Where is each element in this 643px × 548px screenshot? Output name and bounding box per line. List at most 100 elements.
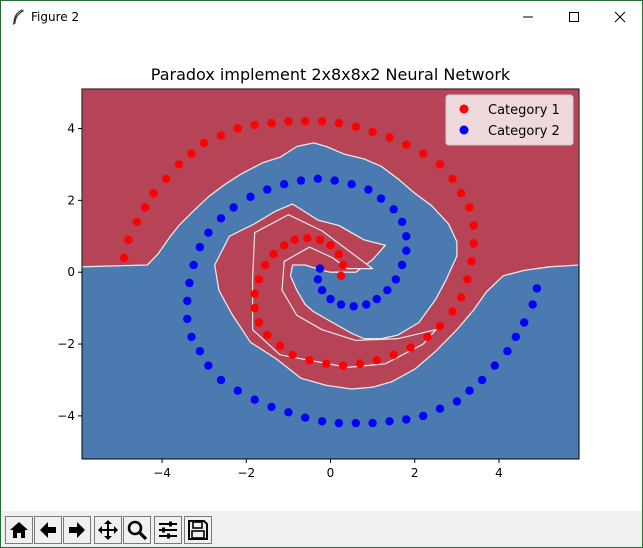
data-point <box>402 415 411 424</box>
x-tick-label: 2 <box>411 466 419 480</box>
data-point <box>284 408 293 417</box>
data-point <box>119 253 129 262</box>
configure-subplots-button[interactable] <box>154 516 182 544</box>
data-point <box>326 294 335 304</box>
data-point <box>334 418 344 428</box>
data-point <box>330 176 339 185</box>
forward-arrow-icon <box>69 522 85 538</box>
data-point <box>385 133 394 142</box>
data-point <box>216 131 226 140</box>
data-point <box>263 330 272 340</box>
data-point <box>216 214 226 223</box>
data-point <box>389 205 398 214</box>
data-point <box>216 375 226 385</box>
minimize-icon <box>523 16 533 18</box>
data-point <box>355 359 365 368</box>
data-point <box>315 264 325 273</box>
title-bar[interactable]: Figure 2 <box>1 1 642 33</box>
data-point <box>250 289 259 298</box>
data-point <box>362 300 371 309</box>
data-point <box>288 350 297 359</box>
data-point <box>383 286 392 295</box>
data-point <box>296 176 306 185</box>
feather-icon <box>12 9 24 25</box>
data-point <box>204 361 213 370</box>
data-point <box>406 343 415 352</box>
data-point <box>402 140 411 149</box>
data-point <box>290 235 299 245</box>
data-point <box>351 122 360 131</box>
close-button[interactable] <box>597 1 642 33</box>
data-point <box>467 257 476 266</box>
data-point <box>162 174 171 183</box>
data-point <box>419 411 428 421</box>
data-point <box>402 246 411 255</box>
data-point <box>250 303 259 313</box>
data-point <box>315 235 325 245</box>
data-point <box>368 418 377 428</box>
y-tick-label: −4 <box>57 409 75 423</box>
data-point <box>435 321 445 331</box>
y-tick-label: −2 <box>57 337 75 351</box>
data-point <box>189 260 198 270</box>
data-point <box>503 347 512 356</box>
data-point <box>195 347 205 356</box>
data-point <box>435 160 445 169</box>
data-point <box>199 138 209 148</box>
data-point <box>336 300 346 309</box>
decision-regions <box>82 89 579 459</box>
data-point <box>301 413 310 422</box>
data-point <box>465 203 474 212</box>
data-point <box>267 402 276 412</box>
data-point <box>322 359 331 368</box>
data-point <box>452 397 462 406</box>
legend-label: Category 2 <box>488 124 560 139</box>
data-point <box>448 174 457 183</box>
forward-button[interactable] <box>63 516 91 544</box>
zoom-button[interactable] <box>123 516 151 544</box>
save-button[interactable] <box>184 516 212 544</box>
data-point <box>347 180 356 189</box>
data-point <box>397 217 407 227</box>
back-button[interactable] <box>34 516 62 544</box>
figure-canvas[interactable]: −4 −2 0 2 4 −4 −2 0 2 4 Paradox implement 2x8x8x2 … <box>1 33 642 511</box>
x-tick-label: −2 <box>237 466 255 480</box>
data-point <box>469 221 478 230</box>
data-point <box>187 332 196 342</box>
data-point <box>185 278 194 288</box>
series-2 <box>183 174 542 428</box>
data-point <box>303 233 312 243</box>
maximize-button[interactable] <box>551 1 597 33</box>
data-point <box>284 117 293 126</box>
data-point <box>301 117 310 126</box>
pan-button[interactable] <box>94 516 122 544</box>
minimize-button[interactable] <box>505 1 551 33</box>
data-point <box>372 294 381 304</box>
data-point <box>187 149 196 158</box>
data-point <box>376 194 386 203</box>
data-point <box>385 417 394 426</box>
data-point <box>349 302 358 311</box>
data-point <box>351 418 360 428</box>
pan-icon <box>98 520 118 540</box>
data-point <box>313 174 323 183</box>
legend-label: Category 1 <box>488 103 560 118</box>
data-point <box>364 185 373 194</box>
y-tick-label: 0 <box>67 265 75 279</box>
chart-title: Paradox implement 2x8x8x2 Neural Network <box>151 65 511 84</box>
data-point <box>267 118 276 128</box>
navigation-toolbar <box>1 511 642 547</box>
data-point <box>528 300 537 309</box>
data-point <box>280 180 289 189</box>
data-point <box>261 260 270 270</box>
data-point <box>233 386 242 395</box>
data-point <box>463 275 472 284</box>
home-button[interactable] <box>5 516 33 544</box>
home-icon <box>10 522 28 538</box>
data-point <box>368 127 377 137</box>
data-point <box>456 293 466 302</box>
data-point <box>336 271 346 280</box>
data-point <box>338 361 348 370</box>
data-point <box>391 275 400 284</box>
data-point <box>334 118 344 128</box>
